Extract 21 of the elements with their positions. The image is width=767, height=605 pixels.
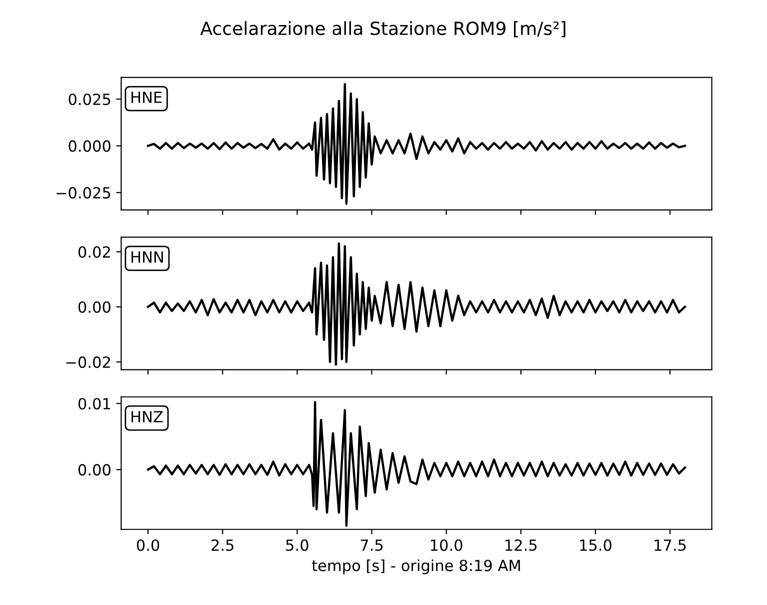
x-tick-label: 2.5 — [212, 539, 234, 551]
y-tick-label: 0.025 — [68, 94, 110, 106]
chart-title: Accelarazione alla Stazione ROM9 [m/s²] — [200, 21, 566, 38]
text: HNN — [132, 251, 163, 263]
text: HNZ — [132, 411, 163, 422]
y-tick-label: 0.00 — [78, 301, 110, 313]
y-tick-label: 0.02 — [78, 246, 110, 258]
x-tick-label: 10.0 — [430, 539, 462, 551]
x-tick-label: 12.5 — [506, 539, 537, 551]
x-axis-title: tempo [s] - origine 8:19 AM — [312, 559, 520, 574]
y-tick-label: −0.02 — [66, 356, 110, 368]
text: HNE — [132, 92, 162, 103]
x-tick-label: 17.5 — [654, 540, 686, 551]
y-tick-label: −0.025 — [56, 187, 110, 199]
y-tick-label: 0.00 — [78, 464, 110, 476]
x-tick-label: 0.0 — [136, 539, 160, 551]
y-tick-label: 0.000 — [68, 140, 110, 152]
y-tick-label: 0.01 — [78, 398, 110, 410]
x-tick-label: 7.5 — [360, 540, 383, 551]
x-tick-label: 15.0 — [580, 539, 612, 551]
x-tick-label: 5.0 — [286, 539, 308, 551]
